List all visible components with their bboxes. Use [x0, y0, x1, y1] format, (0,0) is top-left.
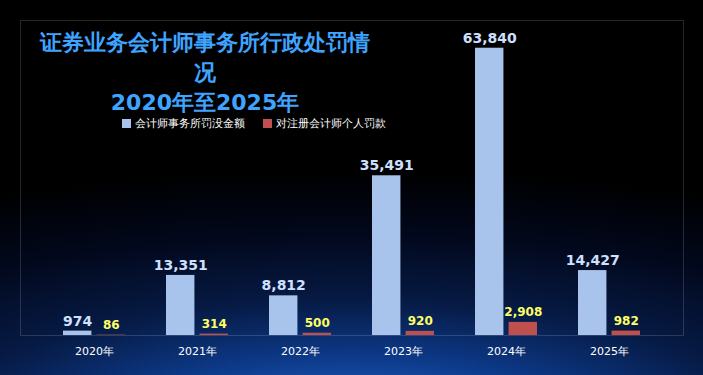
svg-text:2025年: 2025年	[590, 345, 629, 358]
html-text:2020年至2025年: 2020年至2025年	[110, 90, 300, 115]
svg-text:35,491: 35,491	[360, 157, 414, 173]
svg-text:982: 982	[614, 314, 639, 328]
svg-text:500: 500	[305, 316, 330, 330]
svg-text:2,908: 2,908	[504, 305, 542, 319]
html-text:对注册会计师个人罚款: 对注册会计师个人罚款	[276, 117, 386, 130]
svg-text:2024年: 2024年	[487, 345, 526, 358]
svg-text:314: 314	[202, 317, 227, 331]
svg-text:920: 920	[408, 314, 433, 328]
svg-text:2021年: 2021年	[178, 345, 217, 358]
html-text:会计师事务所罚没金额: 会计师事务所罚没金额	[135, 117, 245, 130]
svg-text:2022年: 2022年	[281, 345, 320, 358]
svg-text:2020年: 2020年	[75, 345, 114, 358]
svg-text:14,427: 14,427	[566, 252, 620, 268]
svg-text:13,351: 13,351	[154, 257, 208, 273]
svg-text:86: 86	[103, 318, 120, 332]
svg-text:8,812: 8,812	[262, 277, 306, 293]
svg-text:2023年: 2023年	[384, 345, 423, 358]
svg-text:974: 974	[63, 313, 92, 329]
html-text:证券业务会计师事务所行政处罚情况: 证券业务会计师事务所行政处罚情况	[40, 30, 370, 85]
svg-text:63,840: 63,840	[463, 30, 517, 46]
